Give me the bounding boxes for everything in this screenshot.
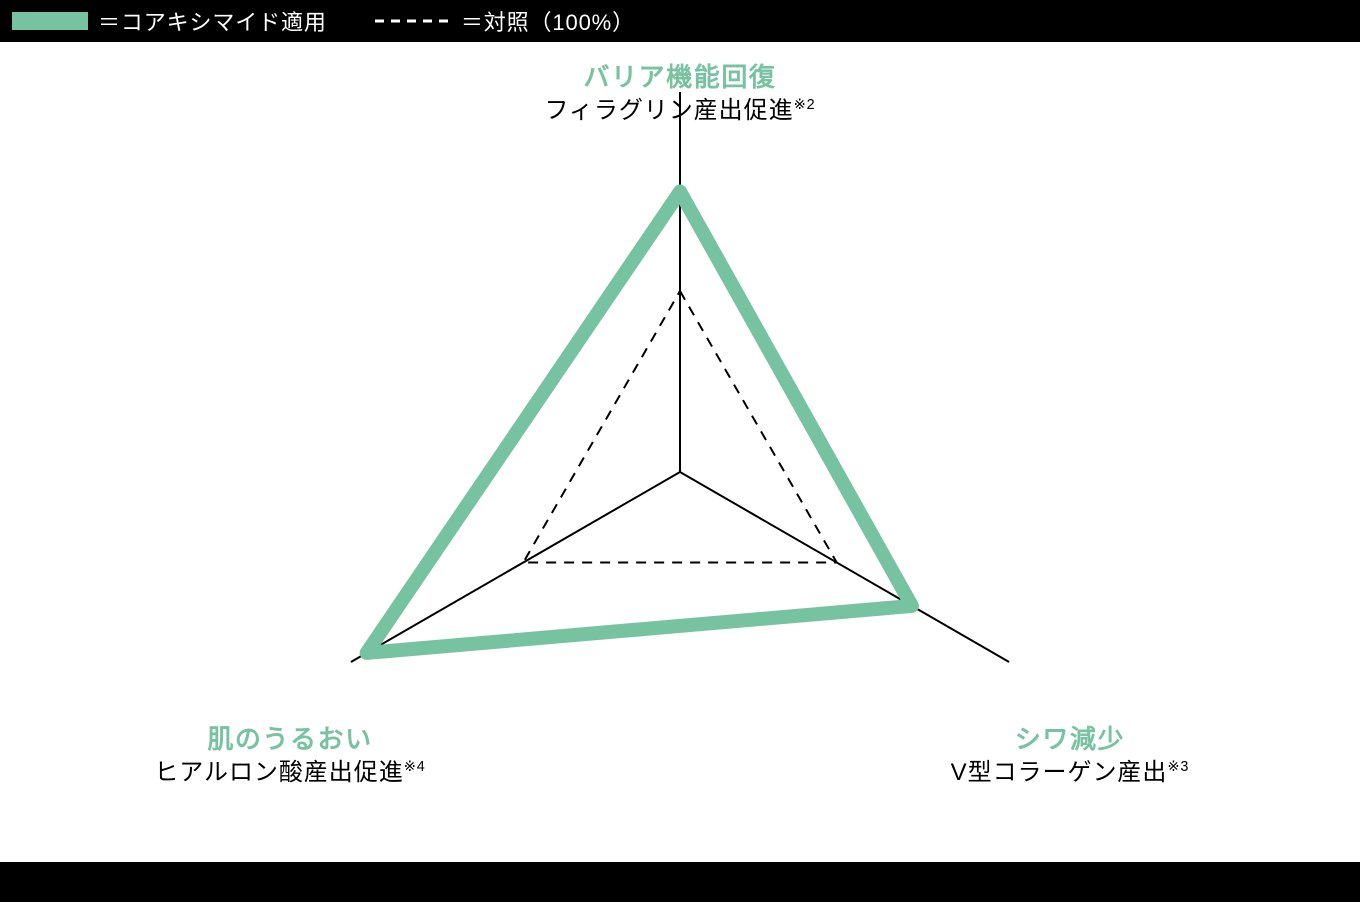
- radar-series-treatment: [367, 192, 912, 653]
- bottom-bar: [0, 862, 1360, 902]
- axis-sub-text: フィラグリン産出促進: [544, 97, 793, 124]
- legend-dash-label: ＝対照（100%）: [461, 5, 635, 37]
- axis-note: ※2: [794, 97, 816, 113]
- axis-sub: フィラグリン産出促進※2: [430, 95, 930, 127]
- axis-sub: ヒアルロン酸産出促進※4: [90, 757, 490, 789]
- axis-title: シワ減少: [900, 722, 1240, 757]
- legend-solid-label: ＝コアキシマイド適用: [98, 5, 327, 37]
- axis-label-top: バリア機能回復 フィラグリン産出促進※2: [430, 60, 930, 127]
- axis-note: ※3: [1167, 759, 1189, 775]
- axis-note: ※4: [404, 759, 426, 775]
- legend-swatch-solid: [12, 12, 88, 30]
- axis-title: 肌のうるおい: [90, 722, 490, 757]
- radar-axis: [680, 472, 1009, 662]
- axis-sub-text: V型コラーゲン産出: [951, 759, 1168, 786]
- axis-label-right: シワ減少 V型コラーゲン産出※3: [900, 722, 1240, 789]
- radar-chart: バリア機能回復 フィラグリン産出促進※2 シワ減少 V型コラーゲン産出※3 肌の…: [0, 42, 1360, 862]
- legend-bar: ＝コアキシマイド適用 ＝対照（100%）: [0, 0, 1360, 42]
- axis-title: バリア機能回復: [430, 60, 930, 95]
- legend-swatch-dash: [375, 12, 451, 30]
- axis-sub: V型コラーゲン産出※3: [900, 757, 1240, 789]
- axis-sub-text: ヒアルロン酸産出促進: [154, 759, 403, 786]
- axis-label-left: 肌のうるおい ヒアルロン酸産出促進※4: [90, 722, 490, 789]
